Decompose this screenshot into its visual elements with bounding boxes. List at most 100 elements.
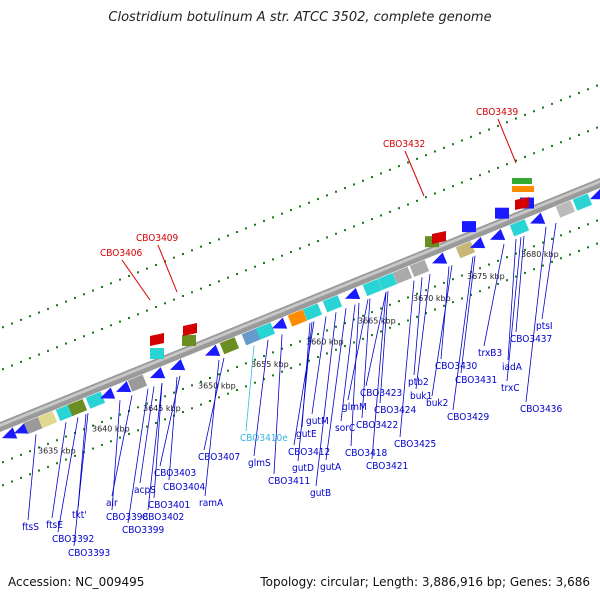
highlight-feature[interactable] <box>512 186 534 192</box>
gene-feature[interactable] <box>67 398 88 417</box>
gene-box[interactable] <box>302 303 323 321</box>
gene-label[interactable]: CBO3437 <box>510 334 552 345</box>
gene-feature[interactable] <box>509 219 530 237</box>
gene-label[interactable]: ramA <box>199 498 224 509</box>
gene-feature[interactable] <box>302 303 323 321</box>
gene-box[interactable] <box>241 328 262 346</box>
gene-label[interactable]: CBO3431 <box>455 375 497 386</box>
highlight-feature[interactable] <box>150 333 164 346</box>
gene-box[interactable] <box>127 374 148 392</box>
gene-feature[interactable] <box>377 272 398 291</box>
gene-feature[interactable] <box>37 411 58 429</box>
highlight-label[interactable]: CBO3406 <box>100 248 143 259</box>
gene-label[interactable]: ptb2 <box>408 377 429 388</box>
gene-feature[interactable] <box>127 374 148 392</box>
gene-label[interactable]: CBO3410e <box>240 433 288 444</box>
gene-feature[interactable] <box>409 259 430 278</box>
gene-feature[interactable] <box>287 309 308 327</box>
gene-arrow[interactable] <box>203 344 221 361</box>
gene-box[interactable] <box>219 337 240 355</box>
gene-label[interactable]: CBO3412 <box>288 447 330 458</box>
gene-feature[interactable] <box>148 367 166 383</box>
gene-arrow[interactable] <box>430 252 448 268</box>
gene-label[interactable]: CBO3411 <box>268 476 310 487</box>
gene-arrow[interactable] <box>270 317 288 334</box>
gene-labels[interactable]: CBO3406 CBO3409 CBO3432 CBO3439 ftsS ftsE CBO3… <box>22 107 563 559</box>
gene-label[interactable]: buk2 <box>426 398 448 409</box>
gene-arrow[interactable] <box>488 228 506 245</box>
gene-label[interactable]: glmS <box>248 458 271 469</box>
gene-label[interactable]: CBO3423 <box>360 388 402 399</box>
gene-label[interactable]: gutA <box>320 462 342 473</box>
gene-box[interactable] <box>322 295 343 313</box>
gene-feature[interactable] <box>488 228 506 245</box>
gene-arrow[interactable] <box>343 287 361 304</box>
gene-box[interactable] <box>362 278 383 297</box>
gene-label[interactable]: gutB <box>310 488 331 499</box>
gene-arrow[interactable] <box>468 237 486 253</box>
gene-label[interactable]: CBO3393 <box>68 548 110 559</box>
gene-label[interactable]: CBO3436 <box>520 404 563 415</box>
gene-feature[interactable] <box>528 212 546 229</box>
gene-box[interactable] <box>462 221 476 233</box>
gene-box[interactable] <box>287 309 308 327</box>
gene-label[interactable]: CBO3425 <box>394 439 436 450</box>
gene-label[interactable]: CBO3421 <box>366 461 408 472</box>
gene-label[interactable]: glmM <box>342 402 367 413</box>
gene-box[interactable] <box>150 348 164 359</box>
highlight-label[interactable]: CBO3432 <box>383 139 425 150</box>
highlight-features[interactable] <box>150 178 534 346</box>
gene-box[interactable] <box>495 207 509 219</box>
gene-label[interactable]: CBO3424 <box>374 405 417 416</box>
gene-label[interactable]: ftsE <box>46 520 63 531</box>
highlight-label[interactable]: CBO3439 <box>476 107 519 118</box>
gene-feature[interactable] <box>322 295 343 313</box>
gene-feature[interactable] <box>588 188 600 204</box>
gene-box[interactable] <box>555 200 576 218</box>
gene-label[interactable]: sorC <box>335 423 355 434</box>
gene-feature[interactable] <box>114 380 132 397</box>
gene-box[interactable] <box>409 259 430 278</box>
highlight-feature[interactable] <box>183 323 197 336</box>
gene-label[interactable]: CBO3401 <box>148 500 190 511</box>
gene-feature[interactable] <box>455 241 476 259</box>
gene-label[interactable]: ptsI <box>536 321 553 332</box>
gene-feature[interactable] <box>572 193 593 211</box>
gene-feature[interactable] <box>392 266 413 284</box>
gene-label[interactable]: CBO3399 <box>122 525 165 536</box>
gene-arrow[interactable] <box>588 188 600 204</box>
gene-label[interactable]: tkt' <box>72 510 87 521</box>
gene-label[interactable]: gutE <box>296 429 317 440</box>
gene-feature[interactable] <box>362 278 383 297</box>
gene-label[interactable]: alr <box>106 498 118 509</box>
gene-box[interactable] <box>377 272 398 291</box>
gene-box[interactable] <box>23 416 44 434</box>
gene-label[interactable]: CBO3404 <box>163 482 206 493</box>
gene-feature[interactable] <box>468 237 486 253</box>
gene-box[interactable] <box>392 266 413 284</box>
gene-box[interactable] <box>37 411 58 429</box>
gene-label[interactable]: CBO3403 <box>154 468 196 479</box>
gene-feature[interactable] <box>23 416 44 434</box>
gene-feature[interactable] <box>430 252 448 268</box>
gene-arrow[interactable] <box>168 359 186 375</box>
gene-label[interactable]: CBO3392 <box>52 534 94 545</box>
gene-box[interactable] <box>67 398 88 417</box>
gene-box[interactable] <box>572 193 593 211</box>
gene-feature[interactable] <box>270 317 288 334</box>
gene-feature[interactable] <box>343 287 361 304</box>
gene-label[interactable]: CBO3402 <box>142 512 184 523</box>
gene-feature[interactable] <box>168 359 186 375</box>
gene-box[interactable] <box>85 391 106 409</box>
highlight-feature[interactable] <box>432 231 446 244</box>
gene-label[interactable]: CBO3422 <box>356 420 398 431</box>
gene-arrow[interactable] <box>528 212 546 229</box>
highlight-label[interactable]: CBO3409 <box>136 233 179 244</box>
gene-label[interactable]: trxB3 <box>478 348 502 359</box>
gene-feature[interactable] <box>255 322 276 340</box>
gene-arrow[interactable] <box>98 387 116 404</box>
gene-box[interactable] <box>255 322 276 340</box>
gene-label[interactable]: ftsS <box>22 522 39 533</box>
gene-box[interactable] <box>182 334 196 346</box>
